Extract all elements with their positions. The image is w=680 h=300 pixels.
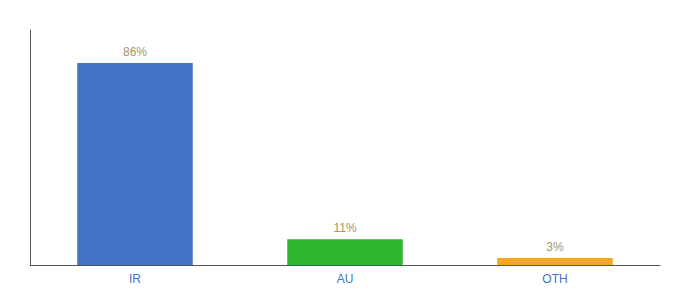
svg-text:11%: 11% xyxy=(333,221,356,235)
svg-text:OTH: OTH xyxy=(542,272,567,286)
svg-text:AU: AU xyxy=(337,272,354,286)
svg-text:3%: 3% xyxy=(546,240,564,254)
svg-text:86%: 86% xyxy=(123,45,147,59)
svg-text:IR: IR xyxy=(129,272,141,286)
